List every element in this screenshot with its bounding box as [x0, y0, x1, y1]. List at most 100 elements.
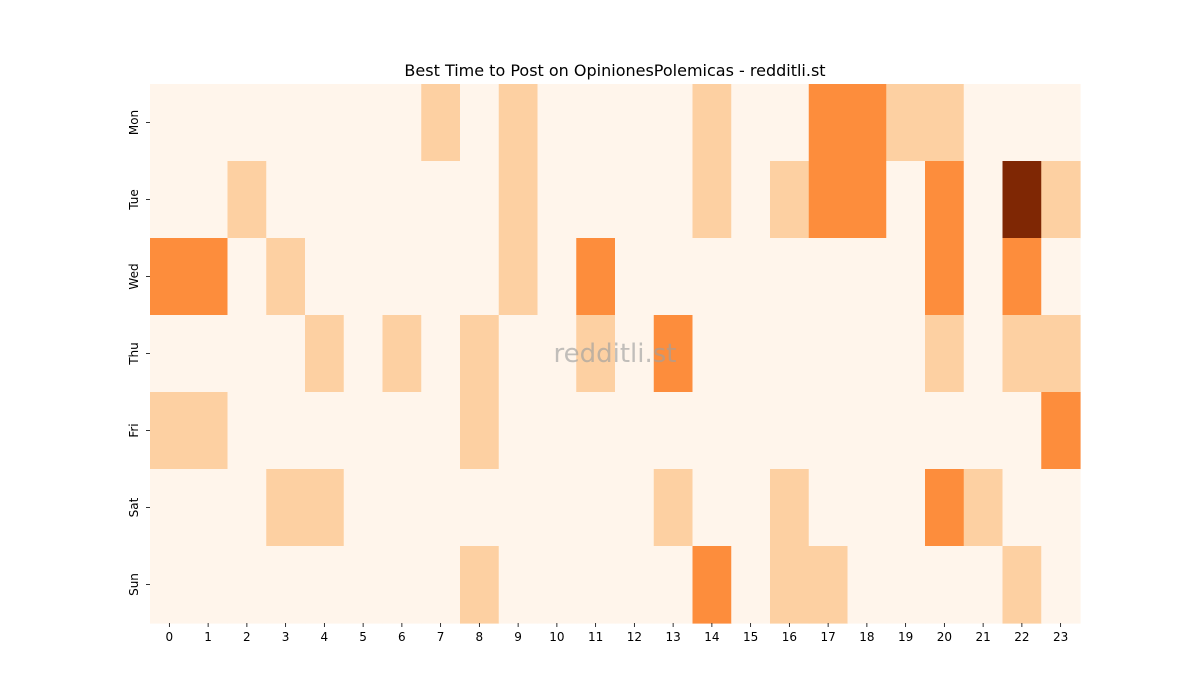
heatmap-cell-fri-11 — [576, 392, 616, 470]
heatmap-cell-sat-16 — [770, 469, 810, 547]
heatmap-cell-thu-4 — [305, 315, 345, 393]
heatmap-cell-tue-21 — [963, 161, 1004, 239]
y-axis: Mon Tue Wed Thu Fri Sat Sun — [127, 110, 150, 596]
heatmap-cell-thu-1 — [188, 315, 229, 393]
y-tick-label: Thu — [127, 342, 141, 366]
heatmap-cell-mon-13 — [653, 84, 694, 162]
heatmap-cell-mon-15 — [731, 84, 771, 162]
heatmap-cell-thu-8 — [460, 315, 500, 393]
heatmap-cell-sun-18 — [847, 546, 887, 624]
heatmap-cell-tue-0 — [150, 161, 190, 239]
heatmap-cell-tue-18 — [847, 161, 887, 239]
heatmap-cell-wed-10 — [537, 238, 577, 316]
heatmap-cell-thu-18 — [847, 315, 887, 393]
heatmap-cell-mon-5 — [343, 84, 384, 162]
heatmap-cell-sun-22 — [1002, 546, 1042, 624]
heatmap-cell-mon-11 — [576, 84, 616, 162]
y-tick-label: Sat — [127, 497, 141, 517]
heatmap-cell-mon-17 — [808, 84, 849, 162]
x-tick-label: 5 — [359, 630, 367, 644]
y-tick-label: Wed — [127, 263, 141, 289]
heatmap-cell-fri-12 — [615, 392, 655, 470]
heatmap-cell-wed-15 — [731, 238, 771, 316]
heatmap-cell-tue-15 — [731, 161, 771, 239]
heatmap-cell-sun-13 — [653, 546, 694, 624]
heatmap-cell-thu-13 — [653, 315, 694, 393]
x-tick-label: 2 — [243, 630, 251, 644]
heatmap-cell-wed-18 — [847, 238, 887, 316]
heatmap-cell-wed-8 — [460, 238, 500, 316]
heatmap-cell-sat-3 — [266, 469, 306, 547]
heatmap-cell-sun-9 — [498, 546, 539, 624]
heatmap-cell-tue-10 — [537, 161, 577, 239]
heatmap-cell-sun-12 — [615, 546, 655, 624]
heatmap-cell-sat-12 — [615, 469, 655, 547]
heatmap-cell-thu-10 — [537, 315, 577, 393]
heatmap-cell-fri-9 — [498, 392, 539, 470]
heatmap-cell-wed-2 — [227, 238, 267, 316]
heatmap-cell-sun-16 — [770, 546, 810, 624]
heatmap-cell-wed-9 — [498, 238, 539, 316]
heatmap-cell-tue-3 — [266, 161, 306, 239]
heatmap-cell-wed-11 — [576, 238, 616, 316]
heatmap-cell-mon-1 — [188, 84, 229, 162]
heatmap-cell-thu-9 — [498, 315, 539, 393]
y-tick-label: Sun — [127, 573, 141, 596]
heatmap-cell-wed-20 — [925, 238, 965, 316]
heatmap-cell-fri-6 — [382, 392, 422, 470]
x-tick-label: 19 — [898, 630, 913, 644]
heatmap-cell-wed-0 — [150, 238, 190, 316]
heatmap-cell-thu-3 — [266, 315, 306, 393]
heatmap-cell-mon-16 — [770, 84, 810, 162]
heatmap-cell-sun-10 — [537, 546, 577, 624]
heatmap-cell-fri-19 — [886, 392, 926, 470]
heatmap-cell-tue-8 — [460, 161, 500, 239]
heatmap-cell-sat-6 — [382, 469, 422, 547]
heatmap-cell-thu-12 — [615, 315, 655, 393]
heatmap-cell-mon-3 — [266, 84, 306, 162]
heatmap-cell-mon-4 — [305, 84, 345, 162]
x-tick-label: 8 — [476, 630, 484, 644]
heatmap-cell-sat-17 — [808, 469, 849, 547]
heatmap-cell-sat-4 — [305, 469, 345, 547]
heatmap-cell-thu-2 — [227, 315, 267, 393]
x-tick-label: 15 — [743, 630, 758, 644]
heatmap-cell-mon-19 — [886, 84, 926, 162]
heatmap-cell-tue-11 — [576, 161, 616, 239]
heatmap-cell-sat-20 — [925, 469, 965, 547]
heatmap-cell-thu-11 — [576, 315, 616, 393]
heatmap-cell-thu-17 — [808, 315, 849, 393]
heatmap-cell-tue-7 — [421, 161, 461, 239]
heatmap-cell-mon-7 — [421, 84, 461, 162]
heatmap-cell-sun-20 — [925, 546, 965, 624]
heatmap-cell-sun-2 — [227, 546, 267, 624]
heatmap-cell-sun-4 — [305, 546, 345, 624]
heatmap-cell-tue-23 — [1041, 161, 1081, 239]
heatmap-cell-wed-21 — [963, 238, 1004, 316]
heatmap-cell-thu-7 — [421, 315, 461, 393]
x-tick-label: 0 — [166, 630, 174, 644]
heatmap-cell-fri-1 — [188, 392, 229, 470]
x-tick-label: 12 — [627, 630, 642, 644]
heatmap-cell-tue-2 — [227, 161, 267, 239]
heatmap-cell-sat-0 — [150, 469, 190, 547]
heatmap-cell-fri-18 — [847, 392, 887, 470]
heatmap-cell-wed-6 — [382, 238, 422, 316]
heatmap-cell-thu-23 — [1041, 315, 1081, 393]
heatmap-cell-thu-21 — [963, 315, 1004, 393]
heatmap-cell-fri-17 — [808, 392, 849, 470]
heatmap-cell-wed-17 — [808, 238, 849, 316]
heatmap-cell-tue-9 — [498, 161, 539, 239]
watermark-text: redditli.st — [554, 339, 677, 369]
heatmap-cell-mon-2 — [227, 84, 267, 162]
heatmap-cell-tue-16 — [770, 161, 810, 239]
heatmap-cell-sat-2 — [227, 469, 267, 547]
heatmap-cell-sat-19 — [886, 469, 926, 547]
heatmap-cell-fri-23 — [1041, 392, 1081, 470]
heatmap-cell-fri-15 — [731, 392, 771, 470]
heatmap-cell-thu-16 — [770, 315, 810, 393]
heatmap-cell-tue-4 — [305, 161, 345, 239]
heatmap-cell-sun-15 — [731, 546, 771, 624]
heatmap-cell-sun-21 — [963, 546, 1004, 624]
heatmap-cell-mon-9 — [498, 84, 539, 162]
